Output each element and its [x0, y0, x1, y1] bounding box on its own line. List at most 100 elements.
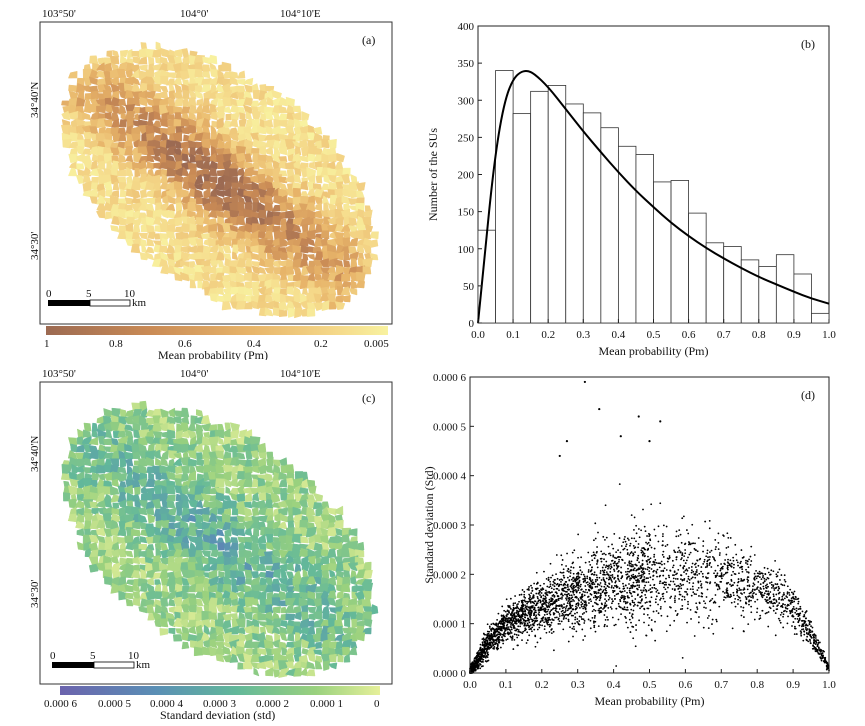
- scatter-point: [664, 581, 666, 583]
- scatter-point: [486, 634, 488, 636]
- scatter-point: [530, 602, 532, 604]
- scatter-point: [674, 597, 676, 599]
- scatter-point: [777, 575, 779, 577]
- scatter-point: [653, 587, 655, 589]
- scatter-point: [487, 645, 489, 647]
- scatter-point: [715, 576, 717, 578]
- scatter-point: [622, 559, 624, 561]
- scatter-point: [622, 549, 624, 551]
- scatter-point: [683, 565, 685, 567]
- scatter-point: [747, 585, 749, 587]
- scatter-point: [550, 603, 552, 605]
- scatter-point: [513, 614, 515, 616]
- scatter-point: [629, 590, 631, 592]
- scatter-point: [584, 620, 586, 622]
- scatter-point: [584, 604, 586, 606]
- scatter-point: [734, 573, 736, 575]
- scatter-point: [729, 596, 731, 598]
- scatter-point: [798, 613, 800, 615]
- scatter-point: [561, 598, 563, 600]
- scatter-point: [777, 604, 779, 606]
- scatter-point: [549, 611, 551, 613]
- scatter-point: [595, 599, 597, 601]
- scatter-point: [571, 615, 573, 617]
- scatter-point: [813, 634, 815, 636]
- scatter-point: [577, 557, 579, 559]
- scatter-point: [778, 618, 780, 620]
- scatter-point: [602, 570, 604, 572]
- scatter-point: [800, 633, 802, 635]
- scatter-point: [588, 590, 590, 592]
- scatter-point: [717, 572, 719, 574]
- scatter-point: [748, 576, 750, 578]
- scatter-point: [652, 579, 654, 581]
- scatter-point: [687, 557, 689, 559]
- scatter-point: [488, 635, 490, 637]
- scatter-point: [677, 569, 679, 571]
- scatter-point: [799, 617, 801, 619]
- scatter-point: [584, 577, 586, 579]
- scatter-point: [603, 564, 605, 566]
- scatter-point: [496, 626, 498, 628]
- scatter-point: [585, 607, 587, 609]
- scatter-point: [765, 579, 767, 581]
- scatter-point: [494, 643, 496, 645]
- scatter-point: [660, 563, 662, 565]
- scatter-point: [594, 557, 596, 559]
- scatter-point: [743, 592, 745, 594]
- scatter-point: [750, 556, 752, 558]
- scatter-point: [617, 575, 619, 577]
- scatter-point: [703, 561, 705, 563]
- scatter-point: [740, 580, 742, 582]
- scatter-point: [626, 578, 628, 580]
- histogram-bar: [724, 247, 742, 323]
- scatter-point: [544, 592, 546, 594]
- scatter-point: [593, 609, 595, 611]
- scatter-point: [826, 662, 828, 664]
- scatter-point: [535, 588, 537, 590]
- scatter-point: [646, 601, 648, 603]
- scatter-point: [640, 566, 642, 568]
- scatter-point: [733, 582, 735, 584]
- scatter-point: [801, 620, 803, 622]
- scatter-point: [696, 569, 698, 571]
- scatter-point: [686, 559, 688, 561]
- scatter-point: [718, 586, 720, 588]
- scatter-point: [772, 605, 774, 607]
- scatter-point: [551, 600, 553, 602]
- scatter-point: [570, 591, 572, 593]
- scatter-point: [690, 552, 692, 554]
- scatter-point: [554, 617, 556, 619]
- scatter-point: [767, 626, 769, 628]
- scatter-point: [597, 532, 599, 534]
- scatter-point: [673, 578, 675, 580]
- scatter-point: [570, 585, 572, 587]
- scatter-point: [490, 633, 492, 635]
- scatter-point: [678, 535, 680, 537]
- scatter-point: [596, 561, 598, 563]
- scatter-point: [718, 533, 720, 535]
- scatter-point: [664, 601, 666, 603]
- scatter-point: [642, 550, 644, 552]
- scatter-point: [581, 571, 583, 573]
- scatter-point: [635, 540, 637, 542]
- scatter-point: [630, 585, 632, 587]
- scatter-point: [740, 561, 742, 563]
- scatter-point: [502, 624, 504, 626]
- scatter-point: [793, 598, 795, 600]
- scatter-point: [558, 605, 560, 607]
- scatter-point: [619, 483, 621, 485]
- scatter-point: [696, 559, 698, 561]
- scatter-point: [779, 579, 781, 581]
- scatter-point: [606, 625, 608, 627]
- scatter-point: [612, 590, 614, 592]
- scatter-point: [609, 583, 611, 585]
- scatter-point: [570, 597, 572, 599]
- scatter-point: [577, 581, 579, 583]
- scatter-point: [547, 594, 549, 596]
- scatter-point: [522, 589, 524, 591]
- scatter-point: [727, 561, 729, 563]
- scatter-point: [581, 599, 583, 601]
- scatter-point: [607, 619, 609, 621]
- scatter-point: [577, 534, 579, 536]
